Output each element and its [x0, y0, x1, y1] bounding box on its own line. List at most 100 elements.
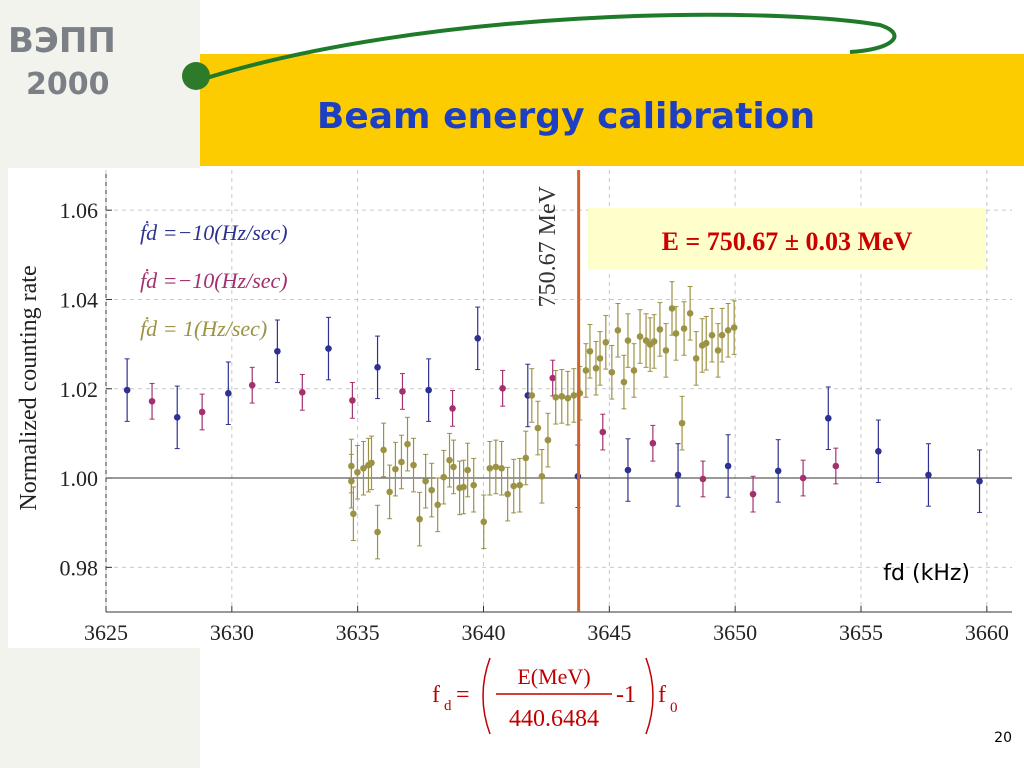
- data-point: [464, 466, 471, 474]
- x-tick-label: 3625: [84, 620, 128, 645]
- data-point: [630, 367, 638, 374]
- data-point: [368, 459, 375, 467]
- slide-title: Beam energy calibration: [317, 96, 815, 137]
- data-point: [620, 378, 628, 386]
- formula: f d = E(MeV) 440.6484 -1 f 0: [432, 657, 678, 735]
- y-tick-label: 0.98: [60, 555, 99, 580]
- data-point: [422, 477, 429, 485]
- formula-numerator: E(MeV): [517, 664, 590, 689]
- data-point: [404, 440, 411, 448]
- data-point: [774, 467, 782, 475]
- data-point: [410, 461, 417, 469]
- data-point: [449, 405, 456, 412]
- data-point: [460, 483, 467, 491]
- data-point: [582, 367, 590, 374]
- data-point: [586, 347, 594, 355]
- data-point: [504, 490, 511, 498]
- data-point: [624, 337, 632, 344]
- data-point: [680, 325, 688, 332]
- annotation: E = 750.67 ± 0.03 MeV: [662, 227, 913, 256]
- data-point: [702, 339, 710, 347]
- y-tick-label: 1.04: [60, 287, 99, 312]
- data-point: [416, 515, 423, 523]
- data-point: [824, 414, 832, 422]
- data-point: [608, 368, 616, 376]
- data-point: [173, 414, 181, 421]
- y-axis-label: Normalized counting rate: [16, 265, 42, 510]
- x-tick-label: 3635: [336, 620, 380, 645]
- data-point: [708, 331, 716, 339]
- data-point: [425, 386, 432, 394]
- title-band: [200, 54, 1024, 166]
- data-point: [799, 474, 807, 482]
- data-point: [678, 419, 686, 427]
- data-point: [510, 482, 517, 490]
- data-point: [558, 393, 566, 400]
- data-point: [692, 355, 700, 362]
- data-point: [380, 446, 387, 454]
- data-point: [549, 374, 557, 382]
- data-point: [492, 463, 500, 471]
- y-tick-label: 1.02: [60, 377, 99, 402]
- paren-right: [645, 657, 654, 735]
- data-point: [650, 338, 658, 345]
- chart: 3625 3630 3635 3640 3645 3650 3655 3660 0.98 1.00…: [16, 170, 1012, 645]
- data-point: [516, 481, 524, 489]
- x-tick-label: 3655: [839, 620, 883, 645]
- data-point: [123, 386, 131, 394]
- x-tick-label: 3660: [965, 620, 1009, 645]
- x-axis-label: fd (kHz): [883, 561, 970, 586]
- data-point: [662, 347, 670, 354]
- data-point: [649, 439, 657, 447]
- data-point: [528, 392, 536, 399]
- data-point: [374, 528, 381, 536]
- data-point: [656, 326, 664, 333]
- decor-arc: [199, 12, 897, 82]
- data-point: [544, 436, 552, 444]
- data-point: [349, 397, 356, 404]
- y-tick-label: 1.06: [60, 198, 99, 223]
- data-point: [398, 458, 405, 466]
- x-tick-label: 3630: [210, 620, 254, 645]
- data-point: [470, 481, 477, 489]
- data-point: [148, 397, 156, 405]
- data-point: [714, 347, 722, 354]
- data-point: [724, 462, 732, 470]
- data-point: [599, 428, 607, 436]
- data-point: [498, 464, 505, 472]
- formula-sub: d: [444, 698, 452, 714]
- data-point: [348, 477, 355, 485]
- data-point: [450, 463, 457, 471]
- data-point: [354, 468, 361, 476]
- data-point: [564, 394, 572, 402]
- marker-label: 750.67 MeV: [535, 185, 561, 307]
- data-point: [198, 408, 206, 416]
- data-point: [624, 466, 632, 474]
- data-point: [486, 464, 494, 472]
- x-tick-label: 3650: [713, 620, 757, 645]
- page-number: 20: [994, 730, 1012, 746]
- data-point: [636, 333, 644, 340]
- data-point: [832, 462, 840, 470]
- data-point: [642, 337, 650, 344]
- data-point: [668, 305, 676, 312]
- legend-entry: ḟd =−10(Hz/sec): [140, 220, 288, 245]
- data-point: [875, 447, 882, 455]
- data-point: [724, 326, 732, 334]
- data-point: [730, 324, 738, 331]
- y-tick-label: 1.00: [60, 466, 99, 491]
- data-point: [374, 364, 381, 371]
- data-point: [522, 454, 530, 462]
- legend-entry: ḟd = 1(Hz/sec): [140, 316, 267, 341]
- data-point: [699, 475, 707, 483]
- data-point: [534, 424, 542, 432]
- data-point: [434, 501, 441, 509]
- data-point: [440, 473, 448, 481]
- formula-denominator: 440.6484: [509, 706, 599, 732]
- data-point: [274, 347, 281, 355]
- data-point: [925, 471, 932, 479]
- data-point: [976, 477, 983, 485]
- data-point: [499, 385, 506, 392]
- data-point: [350, 510, 357, 518]
